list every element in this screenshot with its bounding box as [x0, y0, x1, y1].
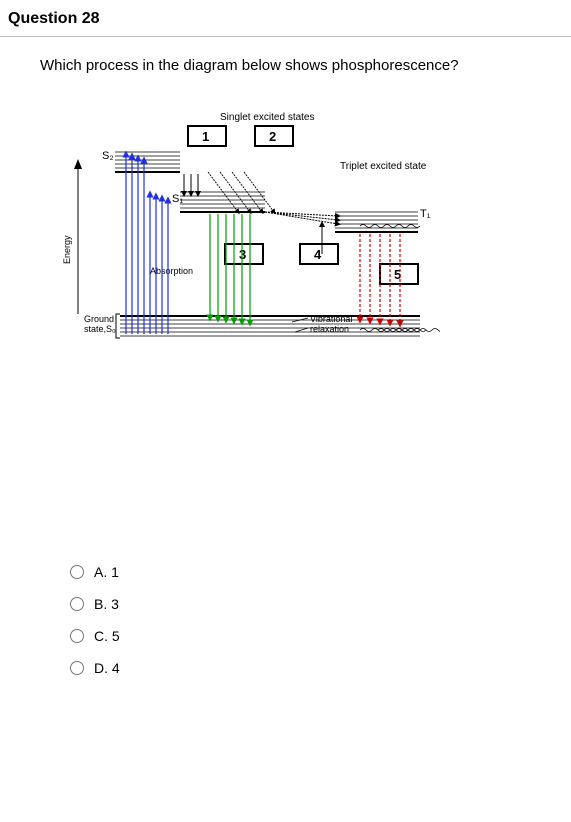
- option-a[interactable]: A. 1: [70, 564, 531, 580]
- svg-text:Triplet excited state: Triplet excited state: [340, 161, 427, 172]
- svg-text:T₁: T₁: [420, 208, 431, 220]
- option-b[interactable]: B. 3: [70, 596, 531, 612]
- svg-text:1: 1: [202, 129, 209, 144]
- option-b-label: B. 3: [94, 596, 119, 612]
- radio-d[interactable]: [70, 661, 84, 675]
- svg-text:Ground: Ground: [84, 314, 114, 324]
- question-text: Which process in the diagram below shows…: [40, 57, 531, 74]
- radio-a[interactable]: [70, 565, 84, 579]
- svg-text:2: 2: [269, 129, 276, 144]
- svg-text:S₁: S₁: [172, 193, 183, 205]
- svg-text:4: 4: [314, 247, 322, 262]
- svg-text:state,S₀: state,S₀: [84, 324, 116, 334]
- option-c-label: C. 5: [94, 628, 120, 644]
- radio-b[interactable]: [70, 597, 84, 611]
- option-a-label: A. 1: [94, 564, 119, 580]
- answer-options: A. 1 B. 3 C. 5 D. 4: [70, 564, 531, 676]
- option-d[interactable]: D. 4: [70, 660, 531, 676]
- svg-text:S₂: S₂: [102, 150, 114, 162]
- svg-text:Energy: Energy: [62, 235, 72, 264]
- radio-c[interactable]: [70, 629, 84, 643]
- jablonski-diagram: Energy Singlet excited states 1 2 3 4 5 …: [60, 104, 531, 364]
- svg-text:Singlet excited states: Singlet excited states: [220, 112, 315, 123]
- question-body: Which process in the diagram below shows…: [0, 57, 571, 676]
- option-c[interactable]: C. 5: [70, 628, 531, 644]
- svg-text:relaxation: relaxation: [310, 324, 349, 334]
- svg-text:3: 3: [239, 247, 246, 262]
- svg-text:Vibrational: Vibrational: [310, 314, 352, 324]
- question-header: Question 28: [0, 10, 571, 37]
- option-d-label: D. 4: [94, 660, 120, 676]
